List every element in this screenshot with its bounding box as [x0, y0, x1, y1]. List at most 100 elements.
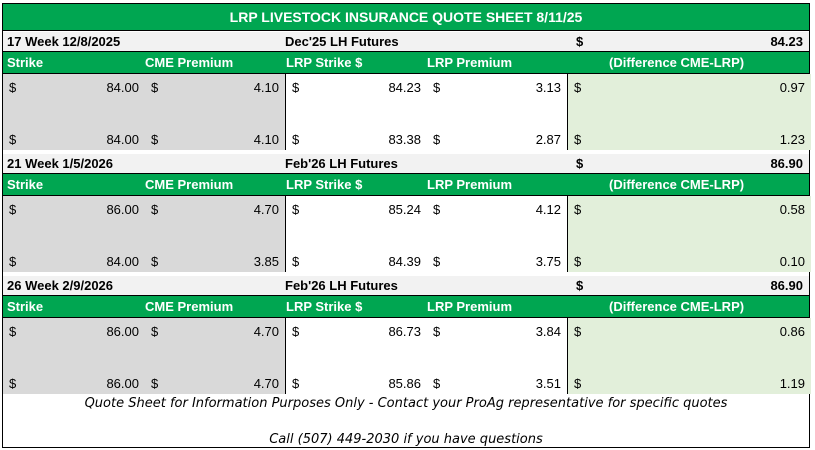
cell-strike: $86.00 — [3, 356, 145, 394]
currency-symbol: $ — [574, 202, 582, 217]
currency-symbol: $ — [151, 376, 159, 391]
cell-difference: $0.10 — [567, 234, 811, 272]
currency-symbol: $ — [433, 324, 441, 339]
quote-row: $86.00 $4.70 $85.24 $4.12 $0.58 — [3, 196, 811, 234]
cell-difference: $0.97 — [567, 74, 811, 112]
quote-row: $84.00 $3.85 $84.39 $3.75 $0.10 — [3, 234, 811, 272]
futures-price: 84.23 — [770, 34, 803, 49]
cell-lrp-strike: $86.73 — [285, 318, 427, 356]
quote-sheet: LRP LIVESTOCK INSURANCE QUOTE SHEET 8/11… — [2, 3, 811, 448]
cell-lrp-strike: $85.24 — [285, 196, 427, 234]
value-strike: 86.00 — [106, 324, 139, 339]
week-row: 26 Week 2/9/2026 Feb'26 LH Futures $86.90 — [3, 276, 809, 296]
currency-symbol: $ — [433, 80, 441, 95]
currency-symbol: $ — [433, 132, 441, 147]
week-label: 17 Week 12/8/2025 — [7, 34, 121, 49]
currency-symbol: $ — [151, 80, 159, 95]
column-header-lrp-strike: LRP Strike $ — [286, 177, 363, 192]
futures-price: 86.90 — [770, 278, 803, 293]
futures-currency: $ — [576, 156, 584, 171]
cell-cme-premium: $4.70 — [145, 196, 285, 234]
column-header-row: Strike CME Premium LRP Strike $ LRP Premium… — [3, 296, 809, 318]
currency-symbol: $ — [9, 132, 17, 147]
value-lrp-premium: 4.12 — [535, 202, 561, 217]
value-lrp-strike: 84.39 — [388, 254, 421, 269]
currency-symbol: $ — [574, 324, 582, 339]
quote-row: $86.00 $4.70 $86.73 $3.84 $0.86 — [3, 318, 811, 356]
value-lrp-strike: 85.86 — [388, 376, 421, 391]
value-strike: 86.00 — [106, 376, 139, 391]
currency-symbol: $ — [292, 376, 300, 391]
cell-strike: $84.00 — [3, 234, 145, 272]
cell-lrp-premium: $3.13 — [427, 74, 567, 112]
currency-symbol: $ — [292, 324, 300, 339]
value-cme-premium: 4.10 — [253, 80, 279, 95]
value-strike: 84.00 — [106, 80, 139, 95]
currency-symbol: $ — [151, 132, 159, 147]
currency-symbol: $ — [9, 202, 17, 217]
currency-symbol: $ — [292, 80, 300, 95]
value-cme-premium: 3.85 — [253, 254, 279, 269]
value-difference: 0.97 — [779, 80, 805, 95]
column-header-lrp-premium: LRP Premium — [427, 177, 513, 192]
column-header-strike: Strike — [7, 177, 44, 192]
currency-symbol: $ — [151, 254, 159, 269]
column-header-difference: (Difference CME-LRP) — [609, 177, 745, 192]
column-header-cme-premium: CME Premium — [145, 177, 234, 192]
week-row: 21 Week 1/5/2026 Feb'26 LH Futures $86.90 — [3, 154, 809, 174]
futures-label: Feb'26 LH Futures — [285, 278, 398, 293]
sheet-title: LRP LIVESTOCK INSURANCE QUOTE SHEET 8/11… — [3, 4, 809, 31]
cell-cme-premium: $4.10 — [145, 74, 285, 112]
column-header-lrp-premium: LRP Premium — [427, 55, 513, 70]
currency-symbol: $ — [9, 80, 17, 95]
column-header-cme-premium: CME Premium — [145, 55, 234, 70]
cell-difference: $1.23 — [567, 112, 811, 150]
week-row: 17 Week 12/8/2025 Dec'25 LH Futures $84.23 — [3, 32, 809, 52]
currency-symbol: $ — [574, 80, 582, 95]
column-header-row: Strike CME Premium LRP Strike $ LRP Premium… — [3, 174, 809, 196]
value-lrp-strike: 84.23 — [388, 80, 421, 95]
currency-symbol: $ — [574, 132, 582, 147]
value-lrp-premium: 3.84 — [535, 324, 561, 339]
cell-strike: $84.00 — [3, 112, 145, 150]
value-lrp-premium: 2.87 — [535, 132, 561, 147]
cell-lrp-premium: $4.12 — [427, 196, 567, 234]
cell-cme-premium: $4.70 — [145, 356, 285, 394]
column-header-lrp-strike: LRP Strike $ — [286, 299, 363, 314]
disclaimer-text: Quote Sheet for Information Purposes Onl… — [84, 396, 728, 411]
currency-symbol: $ — [433, 254, 441, 269]
currency-symbol: $ — [574, 376, 582, 391]
futures-label: Dec'25 LH Futures — [285, 34, 399, 49]
contact-text: Call (507) 449-2030 if you have question… — [269, 432, 543, 447]
cell-lrp-strike: $84.39 — [285, 234, 427, 272]
futures-currency: $ — [576, 278, 584, 293]
column-header-difference: (Difference CME-LRP) — [609, 299, 745, 314]
cell-cme-premium: $4.70 — [145, 318, 285, 356]
value-strike: 84.00 — [106, 132, 139, 147]
currency-symbol: $ — [574, 254, 582, 269]
value-difference: 0.86 — [779, 324, 805, 339]
currency-symbol: $ — [9, 324, 17, 339]
value-lrp-strike: 85.24 — [388, 202, 421, 217]
cell-difference: $1.19 — [567, 356, 811, 394]
week-label: 21 Week 1/5/2026 — [7, 156, 114, 171]
value-lrp-premium: 3.75 — [535, 254, 561, 269]
column-header-difference: (Difference CME-LRP) — [609, 55, 745, 70]
cell-lrp-premium: $2.87 — [427, 112, 567, 150]
value-lrp-strike: 86.73 — [388, 324, 421, 339]
currency-symbol: $ — [151, 324, 159, 339]
cell-difference: $0.86 — [567, 318, 811, 356]
cell-cme-premium: $4.10 — [145, 112, 285, 150]
futures-currency: $ — [576, 34, 584, 49]
currency-symbol: $ — [151, 202, 159, 217]
value-lrp-premium: 3.13 — [535, 80, 561, 95]
currency-symbol: $ — [292, 202, 300, 217]
cell-cme-premium: $3.85 — [145, 234, 285, 272]
currency-symbol: $ — [292, 132, 300, 147]
cell-strike: $86.00 — [3, 318, 145, 356]
value-difference: 0.58 — [779, 202, 805, 217]
value-difference: 1.23 — [779, 132, 805, 147]
currency-symbol: $ — [433, 202, 441, 217]
column-header-lrp-strike: LRP Strike $ — [286, 55, 363, 70]
cell-lrp-strike: $83.38 — [285, 112, 427, 150]
